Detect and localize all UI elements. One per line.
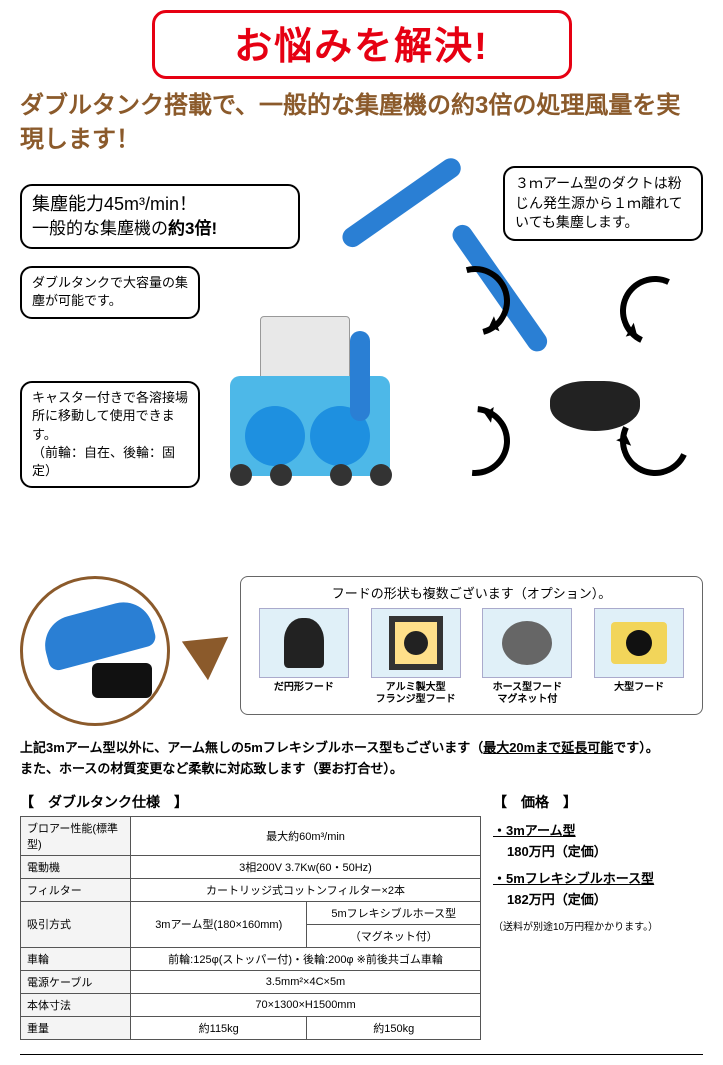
table-row: 電動機3相200V 3.7Kw(60・50Hz) (21, 855, 481, 878)
spec-header: 吸引方式 (21, 901, 131, 947)
hood-thumb (594, 608, 684, 678)
hood-item: だ円形フード (254, 608, 354, 706)
callout-capacity-l1: 集塵能力45m³/min！ (32, 192, 288, 217)
hood-row: フードの形状も複数ございます（オプション）。 だ円形フード アルミ製大型 フラン… (20, 576, 703, 726)
price-block: 【 価格 】 ・3mアーム型 180万円（定価） ・5mフレキシブルホース型 182万… (493, 792, 703, 933)
callout-caster: キャスター付きで各溶接場所に移動して使用できます。 （前輪：自在、後輪：固定） (20, 381, 200, 488)
price-item-name: ・5mフレキシブルホース型 (493, 868, 703, 887)
spec-table: ブロアー性能(標準型)最大約60m³/min電動機3相200V 3.7Kw(60… (20, 816, 481, 1040)
notes: 上記3mアーム型以外に、アーム無しの5mフレキシブルホース型もございます（最大2… (20, 738, 703, 780)
spec-cell: （マグネット付） (307, 924, 481, 947)
price-note: （送料が別途10万円程かかります。） (493, 918, 703, 933)
spec-header: 電動機 (21, 855, 131, 878)
spec-header: ブロアー性能(標準型) (21, 816, 131, 855)
spec-cell: 3mアーム型(180×160mm) (131, 901, 307, 947)
table-row: 車輪前輪:125φ(ストッパー付)・後輪:200φ ※前後共ゴム車輪 (21, 947, 481, 970)
page-title: お悩みを解決! (234, 26, 489, 68)
table-row: 本体寸法70×1300×H1500mm (21, 993, 481, 1016)
hood-thumb (259, 608, 349, 678)
motion-arrow-icon (610, 266, 700, 356)
table-row: フィルターカートリッジ式コットンフィルター×2本 (21, 878, 481, 901)
bottom-row: 【 ダブルタンク仕様 】 ブロアー性能(標準型)最大約60m³/min電動機3相… (20, 792, 703, 1040)
spec-cell: 3.5mm²×4C×5m (131, 970, 481, 993)
hood-options-box: フードの形状も複数ございます（オプション）。 だ円形フード アルミ製大型 フラン… (240, 576, 703, 715)
table-row: 吸引方式3mアーム型(180×160mm)5mフレキシブルホース型 (21, 901, 481, 924)
table-row: 重量約115kg約150kg (21, 1016, 481, 1039)
spec-block: 【 ダブルタンク仕様 】 ブロアー性能(標準型)最大約60m³/min電動機3相… (20, 792, 481, 1040)
spec-title: 【 ダブルタンク仕様 】 (20, 792, 481, 812)
hood-label: だ円形フード (254, 682, 354, 694)
spec-header: 本体寸法 (21, 993, 131, 1016)
spec-header: 車輪 (21, 947, 131, 970)
hood-thumb (482, 608, 572, 678)
price-item-name: ・3mアーム型 (493, 820, 703, 839)
spec-header: フィルター (21, 878, 131, 901)
headline: ダブルタンク搭載で、一般的な集塵機の約3倍の処理風量を実現します！ (20, 89, 703, 156)
callout-double-tank: ダブルタンクで大容量の集塵が可能です。 (20, 266, 200, 318)
hood-label: ホース型フード マグネット付 (477, 682, 577, 706)
hood-grid: だ円形フード アルミ製大型 フランジ型フード ホース型フード マグネット付 大型… (251, 608, 692, 706)
spec-cell: 約150kg (307, 1016, 481, 1039)
hood-item: ホース型フード マグネット付 (477, 608, 577, 706)
spec-cell: 前輪:125φ(ストッパー付)・後輪:200φ ※前後共ゴム車輪 (131, 947, 481, 970)
price-item-value: 182万円（定価） (493, 889, 703, 908)
spec-cell: カートリッジ式コットンフィルター×2本 (131, 878, 481, 901)
spec-cell: 70×1300×H1500mm (131, 993, 481, 1016)
callout-arm-duct: ３ｍアーム型のダクトは粉じん発生源から１ｍ離れていても集塵します。 (503, 166, 703, 241)
hood-item: アルミ製大型 フランジ型フード (366, 608, 466, 706)
callout-capacity-l2: 一般的な集塵機の約3倍! (32, 217, 288, 241)
spec-header: 重量 (21, 1016, 131, 1039)
price-title: 【 価格 】 (493, 792, 703, 812)
hood-label: 大型フード (589, 682, 689, 694)
spec-cell: 3相200V 3.7Kw(60・50Hz) (131, 855, 481, 878)
hood-item: 大型フード (589, 608, 689, 706)
spec-cell: 5mフレキシブルホース型 (307, 901, 481, 924)
price-item-value: 180万円（定価） (493, 841, 703, 860)
callout-capacity: 集塵能力45m³/min！ 一般的な集塵機の約3倍! (20, 184, 300, 249)
hose-alt-illustration (20, 576, 170, 726)
title-box: お悩みを解決! (152, 10, 572, 79)
table-row: ブロアー性能(標準型)最大約60m³/min (21, 816, 481, 855)
diagram-area: 集塵能力45m³/min！ 一般的な集塵機の約3倍! ３ｍアーム型のダクトは粉じ… (20, 166, 703, 566)
hood-label: アルミ製大型 フランジ型フード (366, 682, 466, 706)
spec-cell: 約115kg (131, 1016, 307, 1039)
bottom-rule (20, 1054, 703, 1055)
hood-options-title: フードの形状も複数ございます（オプション）。 (251, 583, 692, 602)
hood-thumb (371, 608, 461, 678)
spec-header: 電源ケーブル (21, 970, 131, 993)
spec-cell: 最大約60m³/min (131, 816, 481, 855)
table-row: 電源ケーブル3.5mm²×4C×5m (21, 970, 481, 993)
